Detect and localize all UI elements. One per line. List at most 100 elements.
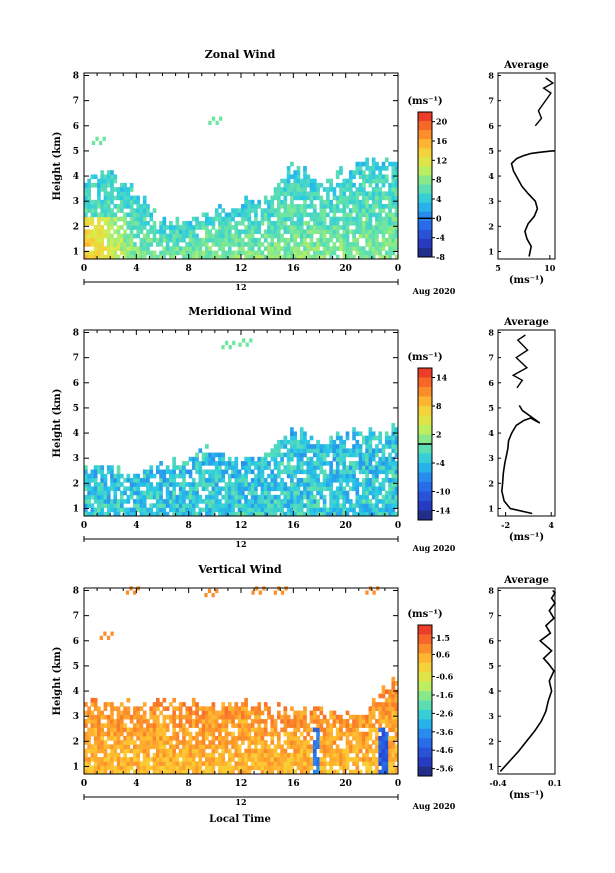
heatmap-cell	[136, 719, 140, 724]
heatmap-cell	[208, 120, 212, 125]
heatmap-cell	[352, 233, 356, 239]
heatmap-cell	[391, 685, 396, 690]
heatmap-cell	[227, 511, 232, 517]
heatmap-cell	[152, 233, 157, 239]
heatmap-cell	[270, 714, 275, 720]
heatmap-cell	[286, 166, 291, 171]
heatmap-cell	[87, 195, 91, 201]
heatmap-cell	[90, 199, 95, 205]
heatmap-cell	[368, 465, 373, 470]
heatmap-cell	[133, 220, 137, 226]
heatmap-cell	[319, 735, 324, 741]
heatmap-cell	[84, 242, 88, 247]
heatmap-cell	[234, 254, 239, 260]
heatmap-cell	[365, 157, 369, 163]
heatmap-cell	[273, 752, 278, 758]
heatmap-cell	[103, 511, 108, 517]
heatmap-cell	[254, 254, 258, 260]
heatmap-cell	[106, 220, 111, 226]
heatmap-cell	[149, 225, 154, 230]
heatmap-cell	[260, 727, 265, 733]
heatmap-cell	[119, 769, 124, 775]
average-y-tick-label: 3	[488, 453, 494, 463]
heatmap-cell	[100, 208, 105, 213]
heatmap-cell	[286, 452, 291, 458]
heatmap-cell	[244, 710, 248, 716]
heatmap-cell	[155, 465, 160, 470]
heatmap-cell	[178, 237, 183, 243]
heatmap-cell	[355, 166, 360, 171]
heatmap-cell	[365, 456, 369, 462]
heatmap-cell	[97, 744, 101, 750]
heatmap-cell	[316, 507, 320, 513]
heatmap-cell	[172, 233, 176, 239]
heatmap-cell	[172, 477, 176, 483]
heatmap-cell	[358, 182, 363, 188]
heatmap-cell	[208, 452, 212, 458]
heatmap-cell	[335, 204, 340, 209]
heatmap-cell	[358, 448, 363, 453]
colorbar-band	[418, 166, 432, 176]
heatmap-cell	[227, 761, 232, 766]
heatmap-cell	[219, 116, 223, 121]
heatmap-cell	[257, 761, 262, 766]
heatmap-cell	[355, 229, 360, 235]
heatmap-cell	[204, 593, 208, 598]
heatmap-cell	[195, 486, 199, 492]
heatmap-cell	[208, 757, 212, 762]
heatmap-cell	[113, 731, 118, 737]
heatmap-cell	[332, 452, 337, 458]
heatmap-cell	[322, 250, 327, 256]
heatmap-cell	[260, 456, 265, 462]
heatmap-cell	[139, 237, 144, 243]
heatmap-cell	[371, 204, 376, 209]
heatmap-cell	[106, 757, 111, 762]
heatmap-cell	[195, 702, 199, 707]
heatmap-cell	[126, 233, 131, 239]
heatmap-cell	[100, 761, 105, 766]
heatmap-cell	[146, 769, 150, 775]
colorbar-tick-label: 8	[436, 175, 442, 185]
heatmap-cell	[394, 681, 399, 686]
heatmap-cell	[244, 242, 248, 247]
heatmap-cell	[100, 731, 105, 737]
heatmap-cell	[257, 229, 262, 235]
day-label: 12	[235, 539, 246, 549]
heatmap-cell	[247, 769, 252, 775]
heatmap-cell	[371, 473, 376, 479]
heatmap-cell	[218, 486, 222, 492]
heatmap-cell	[133, 254, 137, 260]
heatmap-cell	[205, 710, 209, 716]
heatmap-cell	[299, 444, 304, 449]
heatmap-cell	[208, 507, 212, 513]
heatmap-cell	[352, 769, 356, 775]
heatmap-cell	[368, 706, 373, 711]
heatmap-cell	[319, 208, 324, 213]
heatmap-cell	[293, 744, 297, 750]
heatmap-cell	[97, 195, 101, 201]
heatmap-cell	[214, 233, 219, 239]
heatmap-cell	[384, 469, 389, 475]
heatmap-cell	[155, 719, 160, 724]
heatmap-cell	[352, 254, 356, 260]
heatmap-cell	[218, 731, 222, 737]
heatmap-cell	[227, 456, 232, 462]
heatmap-cell	[234, 242, 239, 247]
heatmap-cell	[391, 511, 396, 517]
heatmap-cell	[381, 191, 386, 196]
heatmap-cell	[362, 246, 366, 251]
heatmap-cell	[348, 212, 353, 218]
heatmap-cell	[244, 507, 248, 513]
heatmap-cell	[113, 490, 118, 496]
heatmap-cell	[267, 461, 271, 466]
heatmap-cell	[195, 490, 199, 496]
heatmap-cell	[299, 461, 304, 466]
heatmap-cell	[384, 731, 389, 737]
heatmap-cells	[84, 586, 399, 775]
heatmap-cell	[90, 765, 95, 771]
heatmap-cell	[188, 752, 193, 758]
heatmap-cell	[296, 735, 301, 741]
heatmap-cell	[303, 494, 307, 500]
heatmap-cell	[133, 199, 137, 205]
heatmap-cell	[270, 735, 275, 741]
